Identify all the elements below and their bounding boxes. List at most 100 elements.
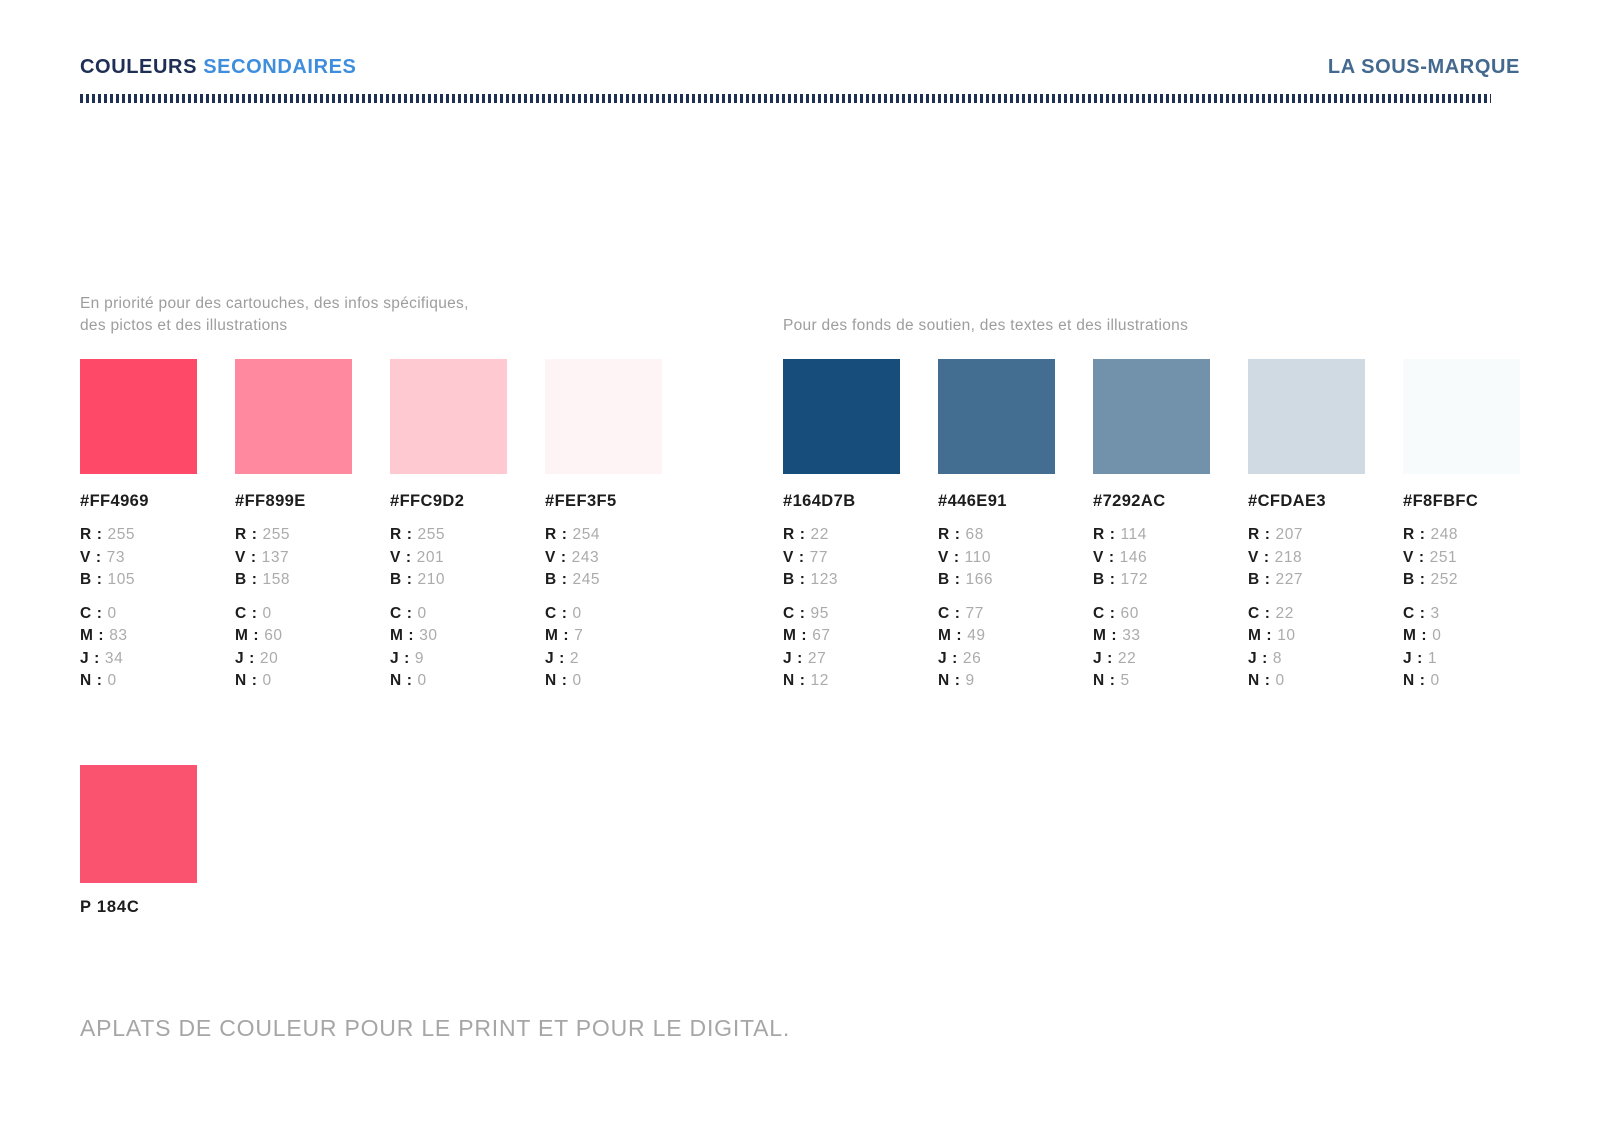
cmyk-j-row: J :27 [783, 648, 900, 671]
c-value: 0 [262, 604, 272, 622]
cmyk-c-row: C :77 [938, 603, 1055, 626]
brand-label: LA SOUS-MARQUE [1327, 56, 1520, 78]
r-value: 22 [810, 526, 829, 543]
cmyk-c-row: C :0 [80, 603, 197, 626]
page-title-primary: COULEURS [80, 56, 198, 78]
b-label: B : [1403, 571, 1426, 588]
cmyk-values: C :60 M :33 J :22 N :5 [1093, 603, 1210, 693]
rgb-values: R :207 V :218 B :227 [1248, 524, 1365, 592]
v-value: 146 [1119, 548, 1148, 566]
v-label: V : [783, 548, 805, 566]
j-label: J : [390, 649, 410, 667]
footer-note: APLATS DE COULEUR POUR LE PRINT ET POUR … [80, 1014, 791, 1041]
n-value: 9 [965, 672, 975, 689]
rgb-b-row: B :252 [1403, 569, 1520, 592]
n-value: 12 [810, 672, 829, 689]
rgb-b-row: B :227 [1248, 569, 1365, 592]
c-value: 0 [417, 604, 427, 622]
pantone-code: P 184C [80, 897, 140, 916]
rgb-b-row: B :105 [80, 569, 197, 592]
rgb-r-row: R :254 [545, 524, 662, 547]
rgb-values: R :255 V :73 B :105 [80, 524, 197, 592]
n-value: 0 [262, 672, 272, 689]
j-label: J : [1248, 649, 1268, 667]
n-value: 0 [1430, 672, 1440, 689]
color-swatch [1403, 359, 1520, 474]
rgb-v-row: V :146 [1093, 547, 1210, 570]
m-value: 67 [812, 627, 831, 644]
b-label: B : [545, 571, 568, 588]
hex-code: #446E91 [938, 492, 1007, 510]
j-label: J : [783, 649, 803, 667]
m-label: M : [390, 627, 415, 644]
b-label: B : [390, 571, 413, 588]
m-value: 49 [967, 627, 986, 644]
rgb-b-row: B :158 [235, 569, 352, 592]
m-label: M : [235, 627, 260, 644]
cmyk-m-row: M :7 [545, 625, 662, 648]
cmyk-n-row: N :0 [1248, 670, 1365, 693]
pink-swatch-columns: #FF4969 R :255 V :73 B :105 C :0 M :83 J… [80, 359, 662, 693]
v-value: 251 [1429, 548, 1458, 566]
rgb-r-row: R :255 [235, 524, 352, 547]
cmyk-n-row: N :0 [235, 670, 352, 693]
cmyk-m-row: M :49 [938, 625, 1055, 648]
j-value: 27 [807, 649, 827, 667]
j-value: 20 [259, 649, 279, 667]
v-label: V : [235, 548, 257, 566]
cmyk-j-row: J :8 [1248, 648, 1365, 671]
cmyk-values: C :0 M :60 J :20 N :0 [235, 603, 352, 693]
r-value: 68 [965, 526, 984, 543]
cmyk-m-row: M :60 [235, 625, 352, 648]
page-title-secondary: SECONDAIRES [203, 56, 357, 78]
cmyk-values: C :3 M :0 J :1 N :0 [1403, 603, 1520, 693]
v-value: 218 [1274, 548, 1303, 566]
rgb-values: R :22 V :77 B :123 [783, 524, 900, 592]
b-value: 227 [1275, 571, 1304, 588]
n-label: N : [1093, 672, 1116, 689]
r-label: R : [1093, 526, 1116, 543]
cmyk-m-row: M :83 [80, 625, 197, 648]
rgb-r-row: R :255 [80, 524, 197, 547]
cmyk-n-row: N :0 [80, 670, 197, 693]
cmyk-values: C :95 M :67 J :27 N :12 [783, 603, 900, 693]
pantone-swatch [80, 764, 197, 883]
v-value: 243 [571, 548, 600, 566]
cmyk-values: C :0 M :83 J :34 N :0 [80, 603, 197, 693]
hex-code: #FFC9D2 [390, 492, 465, 510]
b-label: B : [1093, 571, 1116, 588]
rgb-r-row: R :68 [938, 524, 1055, 547]
rgb-b-row: B :123 [783, 569, 900, 592]
n-label: N : [235, 672, 258, 689]
j-value: 1 [1427, 649, 1438, 667]
r-value: 207 [1275, 526, 1304, 543]
cmyk-values: C :22 M :10 J :8 N :0 [1248, 603, 1365, 693]
pantone-block: P 184C [80, 764, 1520, 917]
cmyk-j-row: J :22 [1093, 648, 1210, 671]
cmyk-values: C :0 M :7 J :2 N :0 [545, 603, 662, 693]
cmyk-n-row: N :9 [938, 670, 1055, 693]
m-label: M : [545, 627, 570, 644]
v-value: 137 [261, 548, 290, 566]
color-swatch [1093, 359, 1210, 474]
v-label: V : [80, 548, 102, 566]
cmyk-c-row: C :0 [545, 603, 662, 626]
r-value: 255 [417, 526, 446, 543]
r-label: R : [390, 526, 413, 543]
cmyk-n-row: N :12 [783, 670, 900, 693]
c-value: 22 [1275, 604, 1294, 622]
n-value: 5 [1120, 672, 1130, 689]
v-label: V : [1403, 548, 1425, 566]
cmyk-j-row: J :26 [938, 648, 1055, 671]
hex-code: #FEF3F5 [545, 492, 617, 510]
c-value: 77 [965, 604, 984, 622]
v-label: V : [1248, 548, 1270, 566]
rgb-v-row: V :218 [1248, 547, 1365, 570]
cmyk-m-row: M :0 [1403, 625, 1520, 648]
m-label: M : [1093, 627, 1118, 644]
blue-palette-group: Pour des fonds de soutien, des textes et… [783, 293, 1520, 693]
v-value: 73 [106, 548, 126, 566]
palette-section: En priorité pour des cartouches, des inf… [80, 293, 1520, 693]
blue-group-caption: Pour des fonds de soutien, des textes et… [783, 293, 1520, 337]
j-label: J : [80, 649, 100, 667]
